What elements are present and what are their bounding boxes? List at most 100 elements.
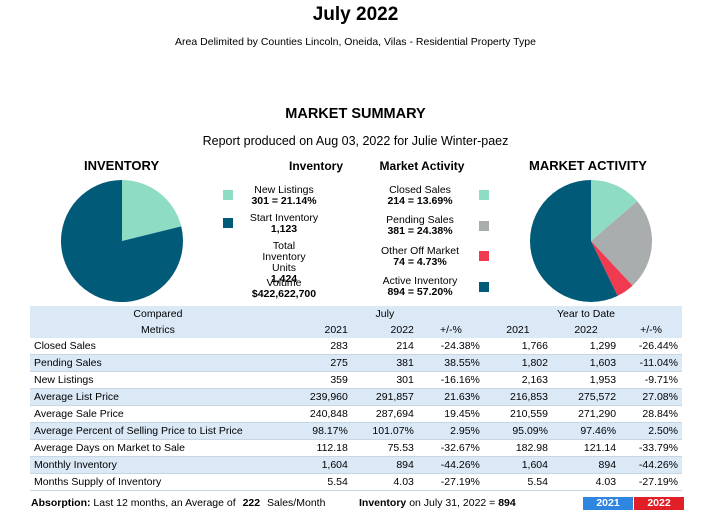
table-group-header: Compared July Year to Date (30, 306, 682, 322)
active-inventory-value: 894 = 57.20% (387, 286, 453, 298)
header-compared: Compared (30, 306, 286, 322)
absorption-text: Last 12 months, an Average of (93, 497, 236, 509)
metric-value: 1,802 (483, 354, 552, 372)
table-row: Average List Price 239,960 291,857 21.63% 21… (30, 388, 682, 406)
metric-value: 210,559 (483, 405, 552, 423)
volume-value: $422,622,700 (251, 288, 317, 300)
metric-value: 275 (285, 354, 352, 372)
total-units-value: 1,424 (270, 273, 298, 285)
absorption-label: Absorption: (31, 497, 91, 509)
metric-value: 1,604 (285, 456, 352, 474)
pie-slice-pending-sales (591, 201, 653, 286)
inventory-legend-title: Inventory (288, 159, 343, 173)
metric-value: 894 (551, 456, 621, 474)
metric-value: 97.46% (551, 422, 621, 440)
new-listings-label: New Listings (254, 184, 314, 196)
active-inventory-label: Active Inventory (382, 275, 458, 287)
metric-value: 301 (351, 371, 418, 389)
metric-value: -16.16% (417, 371, 484, 389)
volume-legend: Volume $422,622,700 (238, 278, 330, 300)
market-activity-legend-title: Market Activity (379, 159, 465, 173)
start-inventory-value: 1,123 (270, 223, 298, 235)
metric-value: 5.54 (285, 473, 352, 491)
metric-value: 271,290 (551, 405, 621, 423)
new-listings-value: 301 = 21.14% (251, 195, 317, 207)
metric-value: 121.14 (551, 439, 621, 457)
other-off-market-value: 74 = 4.73% (393, 256, 447, 268)
metric-value: 95.09% (483, 422, 552, 440)
metric-name: Closed Sales (30, 338, 286, 355)
metric-value: 2,163 (483, 371, 552, 389)
metric-value: 27.08% (620, 388, 682, 406)
table-row: Closed Sales 283 214 -24.38% 1,766 1,299 -26.4… (30, 338, 682, 355)
table-row: Months Supply of Inventory 5.54 4.03 -27.19… (30, 473, 682, 491)
active-inventory-swatch (479, 282, 489, 292)
start-inventory-legend: Start Inventory 1,123 (246, 213, 322, 235)
metric-value: 1,604 (483, 456, 552, 474)
metric-value: -33.79% (620, 439, 682, 457)
metric-value: 2.50% (620, 422, 682, 440)
metric-value: -44.26% (417, 456, 484, 474)
metric-value: -27.19% (417, 473, 484, 491)
inventory-chart-title: INVENTORY (84, 158, 160, 173)
page-title: July 2022 (312, 4, 399, 25)
table-row: Average Percent of Selling Price to List… (30, 422, 682, 440)
absorption-line: Absorption: Last 12 months, an Average o… (31, 497, 325, 509)
header-ytd-2022: 2022 (551, 322, 621, 338)
metric-value: 2.95% (417, 422, 484, 440)
metric-value: 214 (351, 338, 418, 355)
pie-slice-active-inventory (529, 180, 618, 302)
metric-value: 275,572 (551, 388, 621, 406)
metric-value: 28.84% (620, 405, 682, 423)
metric-value: 1,766 (483, 338, 552, 355)
metric-value: 1,603 (551, 354, 621, 372)
table-row: New Listings 359 301 -16.16% 2,163 1,953 -9.71… (30, 371, 682, 389)
closed-sales-label: Closed Sales (389, 184, 451, 196)
start-inventory-label: Start Inventory (249, 212, 319, 224)
metric-value: 182.98 (483, 439, 552, 457)
table-column-header: Metrics 2021 2022 +/-% 2021 2022 +/-% (30, 322, 682, 338)
metric-value: 287,694 (351, 405, 418, 423)
header-month-2022: 2022 (351, 322, 418, 338)
section-title: MARKET SUMMARY (285, 106, 426, 122)
pending-sales-value: 381 = 24.38% (387, 225, 453, 237)
metric-value: 240,848 (285, 405, 352, 423)
closed-sales-value: 214 = 13.69% (387, 195, 453, 207)
absorption-unit: Sales/Month (267, 497, 326, 509)
legend-badge-2022: 2022 (634, 497, 684, 510)
other-off-market-swatch (479, 251, 489, 261)
table-row: Average Days on Market to Sale 112.18 75.5… (30, 439, 682, 457)
market-activity-pie-chart (529, 180, 653, 302)
metric-value: -24.38% (417, 338, 484, 355)
metric-value: -27.19% (620, 473, 682, 491)
table-row: Average Sale Price 240,848 287,694 19.45% 21… (30, 405, 682, 423)
other-off-market-legend: Other Off Market 74 = 4.73% (370, 246, 470, 268)
metric-value: 291,857 (351, 388, 418, 406)
metric-value: 359 (285, 371, 352, 389)
metric-name: Pending Sales (30, 354, 286, 372)
metric-value: 239,960 (285, 388, 352, 406)
metric-value: 4.03 (551, 473, 621, 491)
pie-slice-start-inventory (60, 180, 183, 302)
total-units-label: Total Inventory Units (262, 240, 306, 274)
metric-name: New Listings (30, 371, 286, 389)
metric-value: 101.07% (351, 422, 418, 440)
metric-value: 5.54 (483, 473, 552, 491)
metric-value: 216,853 (483, 388, 552, 406)
metric-name: Average Percent of Selling Price to List… (30, 422, 286, 440)
header-month-2021: 2021 (285, 322, 352, 338)
absorption-value: 222 (242, 497, 261, 509)
closed-sales-swatch (479, 190, 489, 200)
metric-name: Average Days on Market to Sale (30, 439, 286, 457)
header-month: July (351, 306, 418, 322)
new-listings-swatch (223, 190, 233, 200)
table-row: Monthly Inventory 1,604 894 -44.26% 1,604 894… (30, 456, 682, 474)
new-listings-legend: New Listings 301 = 21.14% (246, 185, 322, 207)
metric-name: Average Sale Price (30, 405, 286, 423)
metric-value: 283 (285, 338, 352, 355)
pending-sales-legend: Pending Sales 381 = 24.38% (370, 215, 470, 237)
metric-value: 19.45% (417, 405, 484, 423)
metric-value: 1,953 (551, 371, 621, 389)
volume-label: Volume (266, 277, 302, 289)
metric-value: 1,299 (551, 338, 621, 355)
